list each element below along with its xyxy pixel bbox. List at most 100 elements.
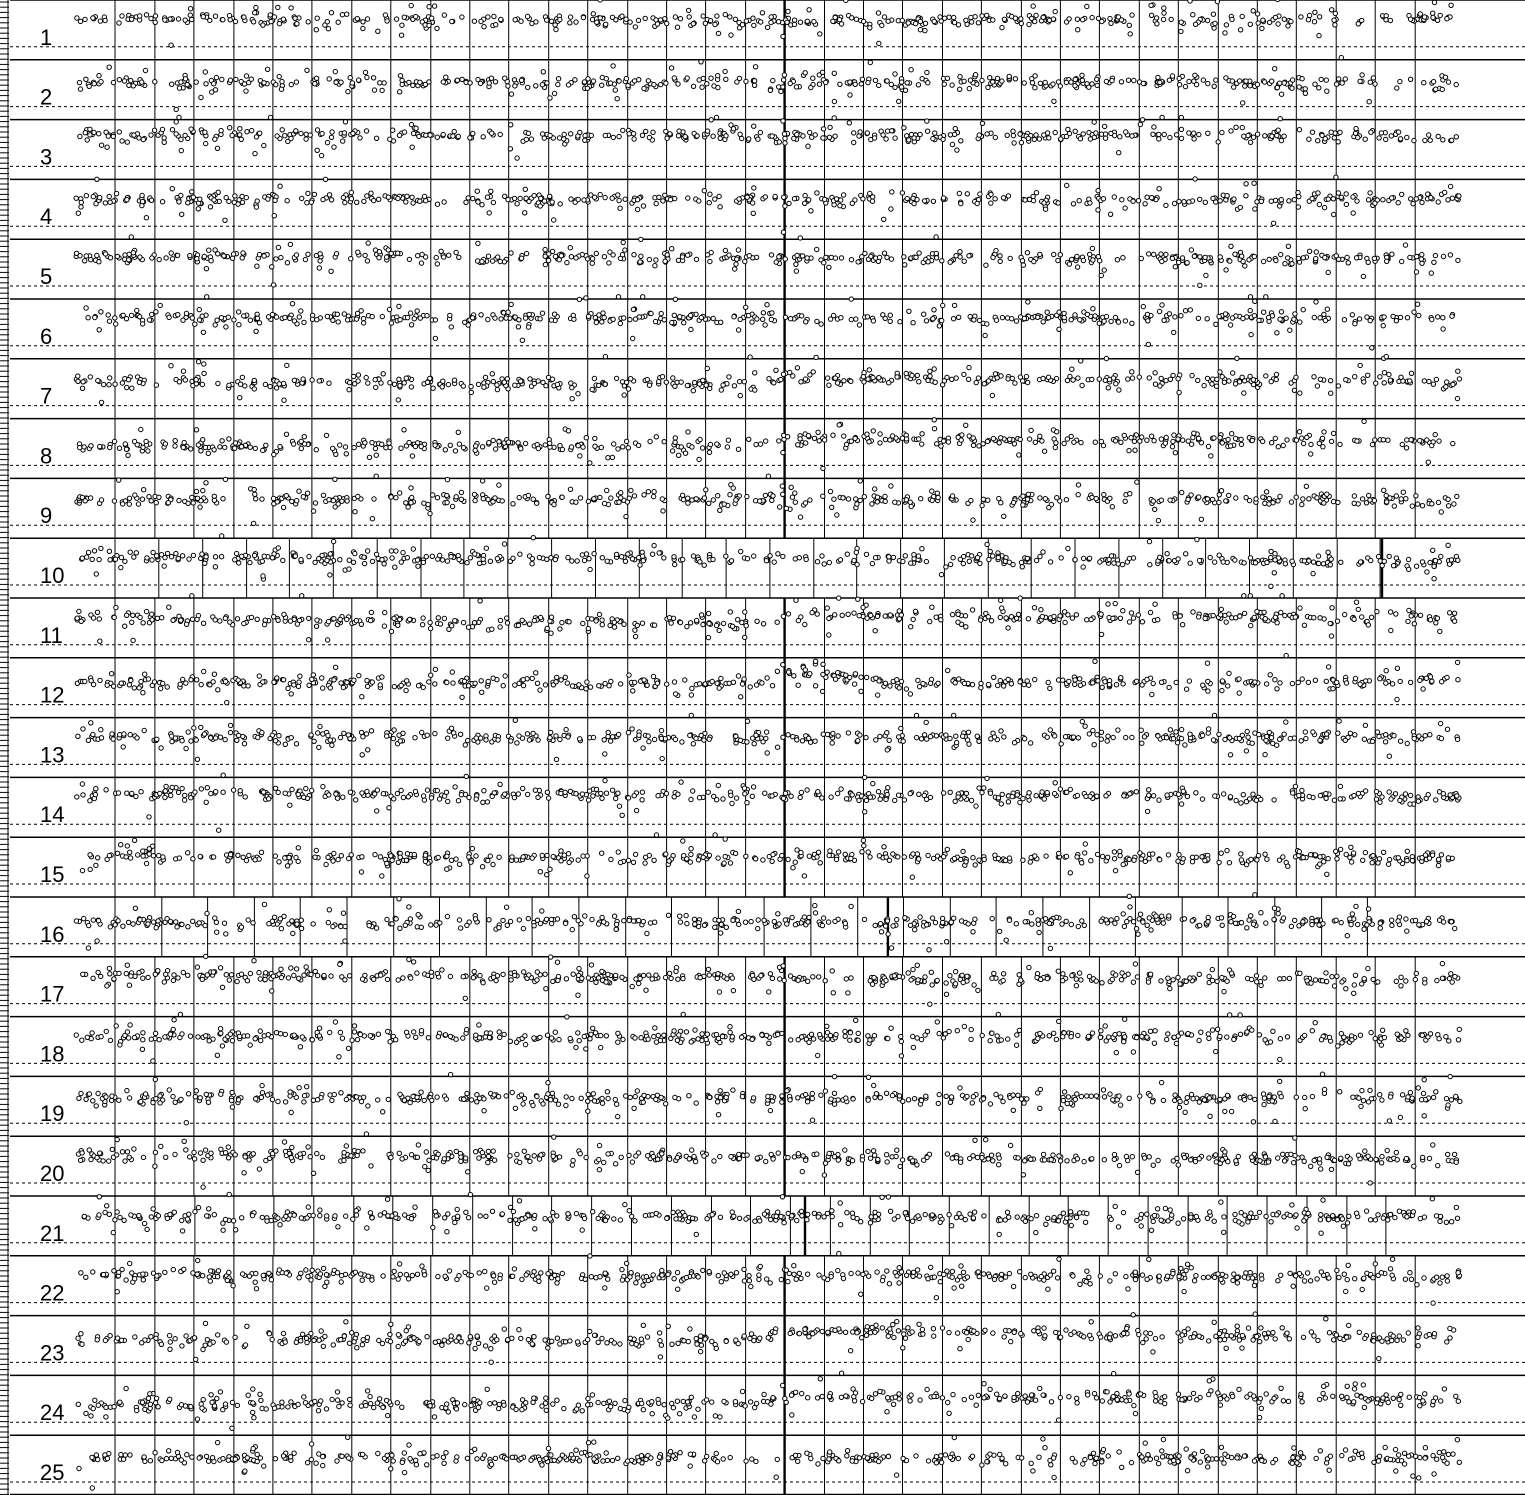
data-point — [525, 130, 532, 137]
data-point — [111, 438, 118, 445]
data-point — [1306, 248, 1313, 255]
data-point — [1121, 432, 1128, 439]
row-panel-10: 10 — [10, 533, 1525, 598]
data-point — [463, 199, 469, 206]
data-point — [957, 74, 963, 80]
data-point — [1393, 318, 1400, 324]
data-point — [1223, 75, 1229, 81]
data-point — [312, 559, 318, 566]
data-point — [733, 261, 739, 267]
data-point — [156, 494, 162, 500]
data-point — [1178, 28, 1184, 35]
data-point — [780, 33, 786, 40]
data-point — [116, 77, 123, 83]
data-point — [936, 323, 943, 329]
data-point — [110, 79, 117, 86]
data-point — [379, 441, 385, 447]
data-point — [148, 132, 154, 138]
data-point — [941, 438, 947, 444]
data-point — [958, 138, 964, 144]
data-point — [651, 81, 657, 88]
data-point — [794, 131, 800, 138]
data-point — [1292, 311, 1298, 317]
row-panel-6: 6 — [10, 294, 1525, 359]
data-point — [88, 443, 94, 449]
data-point — [1064, 436, 1071, 442]
data-point — [1211, 435, 1217, 441]
data-point — [342, 199, 348, 206]
data-point — [545, 257, 552, 264]
data-point — [479, 478, 486, 484]
data-point — [398, 32, 405, 38]
data-point — [97, 194, 103, 201]
data-point — [1285, 23, 1291, 29]
data-point — [1198, 516, 1205, 522]
data-point — [1372, 200, 1378, 206]
data-point — [1325, 269, 1331, 276]
data-point — [1410, 201, 1416, 207]
data-point — [1312, 81, 1318, 87]
data-point — [1146, 538, 1153, 545]
data-point — [922, 20, 929, 27]
data-point — [548, 317, 555, 323]
data-point — [1286, 198, 1292, 204]
data-point — [828, 254, 834, 261]
data-point — [259, 558, 265, 564]
data-point — [1157, 383, 1163, 389]
data-point — [672, 439, 678, 445]
data-point — [700, 13, 706, 19]
data-point — [985, 84, 991, 91]
data-point — [945, 439, 952, 445]
data-point — [247, 317, 254, 323]
data-point — [1428, 270, 1435, 276]
data-point — [551, 501, 557, 508]
data-point — [780, 449, 786, 456]
data-point — [585, 313, 592, 320]
data-point — [1179, 255, 1186, 261]
data-point — [727, 492, 733, 498]
data-point — [1330, 196, 1337, 202]
data-point — [1178, 19, 1184, 25]
data-point — [106, 382, 112, 388]
data-point — [541, 135, 547, 141]
data-point — [430, 385, 436, 391]
data-point — [897, 319, 903, 325]
data-point — [972, 72, 979, 78]
data-point — [567, 245, 573, 251]
data-point — [852, 81, 858, 88]
data-point — [1239, 124, 1246, 131]
data-point — [1245, 132, 1251, 139]
data-point — [627, 316, 633, 323]
data-point — [1438, 553, 1444, 560]
data-point — [1365, 372, 1371, 378]
data-point — [1293, 494, 1299, 500]
data-point — [1256, 317, 1262, 324]
data-point — [1281, 16, 1288, 22]
data-point — [1086, 84, 1092, 90]
data-point — [445, 381, 452, 388]
data-point — [757, 441, 764, 447]
data-point — [696, 77, 702, 83]
data-point — [727, 14, 733, 20]
data-point — [616, 133, 622, 140]
data-point — [900, 558, 906, 565]
data-point — [940, 195, 947, 201]
data-point — [1274, 84, 1281, 91]
data-point — [169, 186, 176, 192]
data-point — [360, 320, 367, 326]
data-point — [1322, 254, 1328, 261]
data-point — [87, 495, 94, 501]
data-point — [175, 16, 182, 22]
data-point — [1227, 258, 1233, 264]
data-point — [490, 378, 496, 385]
data-point — [1440, 315, 1446, 321]
data-point — [933, 255, 940, 261]
data-point — [1448, 2, 1454, 9]
data-point — [1312, 9, 1318, 16]
data-point — [1309, 195, 1315, 202]
data-point — [1200, 77, 1207, 83]
data-point — [949, 82, 955, 88]
data-point — [494, 382, 500, 388]
data-point — [599, 82, 605, 88]
